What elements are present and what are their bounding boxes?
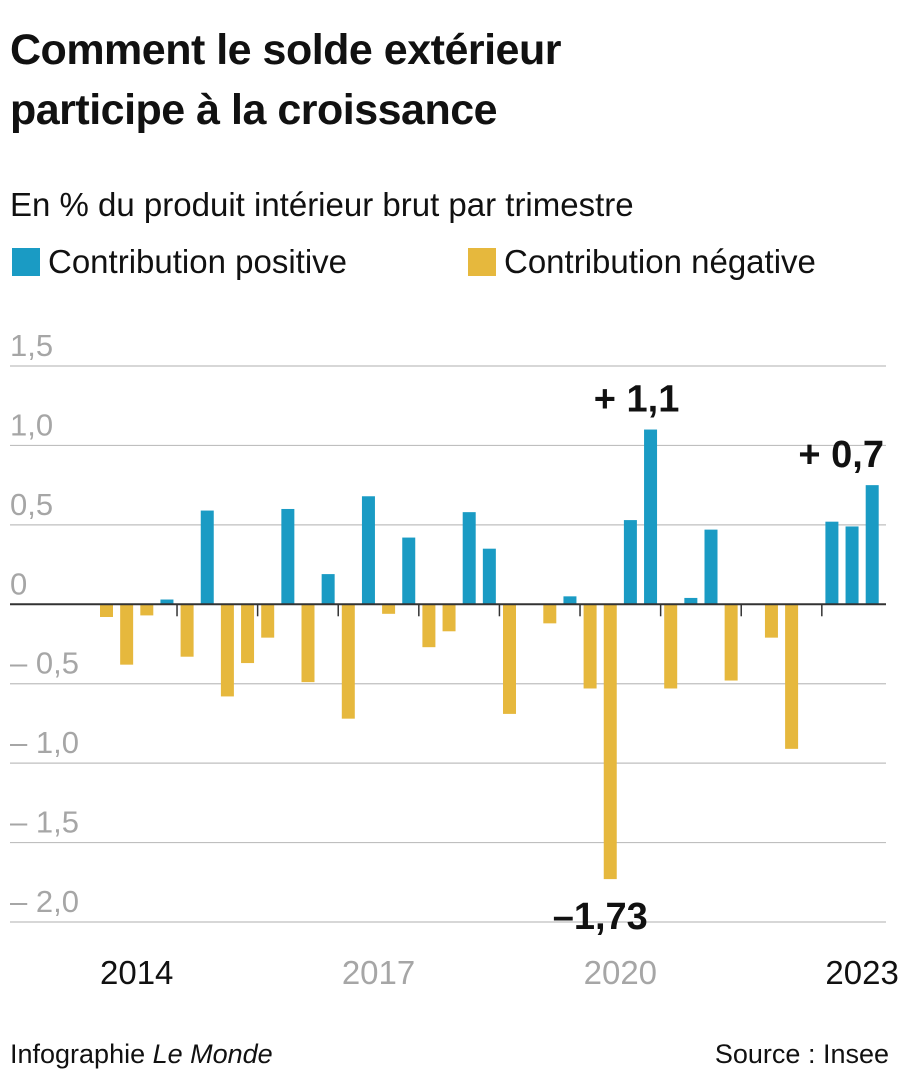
bar-positive [825,521,839,605]
y-tick-label: – 1,5 [10,805,79,840]
x-year-label: 2017 [342,954,415,991]
axis-layer [10,603,886,617]
bar-negative [140,604,154,616]
value-annotation: –1,73 [553,896,648,938]
bar-positive [563,596,577,605]
bar-positive [865,485,879,605]
bar-negative [341,604,355,719]
bar-positive [160,599,174,605]
bar-negative [583,604,597,689]
bar-positive [644,429,658,605]
legend-label-positive: Contribution positive [48,243,347,280]
bar-positive [321,574,335,605]
bar-positive [402,537,416,605]
bar-negative [382,604,396,614]
y-tick-label: 0,5 [10,487,53,522]
bar-positive [482,548,496,605]
bar-negative [764,604,778,638]
bar-negative [442,604,456,632]
credit-brand: Le Monde [152,1039,273,1069]
y-tick-label: – 1,0 [10,725,79,760]
legend-label-negative: Contribution négative [504,243,816,280]
y-tick-label: – 2,0 [10,884,79,919]
x-year-label: 2023 [825,954,898,991]
chart-subtitle: En % du produit intérieur brut par trime… [10,186,634,223]
legend-swatch-positive [12,248,40,276]
bar-negative [261,604,275,638]
bar-negative [301,604,315,683]
bar-negative [543,604,557,624]
chart-title-line-1: Comment le solde extérieur [10,26,561,74]
label-layer: 1,5 1,0 0,5 0 – 0,5 – 1,0 – 1,5 – 2,0 2014 2017 20… [10,328,899,991]
bar-negative [785,604,799,749]
bar-positive [684,597,698,605]
legend-swatch-negative [468,248,496,276]
chart-title-line-2: participe à la croissance [10,86,498,134]
bar-negative [220,604,234,697]
y-tick-label: – 0,5 [10,646,79,681]
y-tick-label: 0 [10,566,27,601]
bar-layer [100,429,879,880]
x-year-label: 2020 [584,954,657,991]
y-tick-label: 1,0 [10,407,53,442]
credit-prefix: Infographie [10,1039,153,1069]
value-annotation: + 0,7 [798,434,884,476]
bar-negative [664,604,678,689]
bar-negative [100,604,113,617]
bar-positive [845,526,859,605]
bar-negative [241,604,255,664]
legend-item-positive: Contribution positive [12,240,347,284]
value-annotation: + 1,1 [594,379,680,421]
y-tick-label: 1,5 [10,328,53,363]
chart-title: Comment le solde extérieur participe à l… [10,20,890,140]
source: Source : Insee [714,1039,889,1069]
bar-negative [603,604,617,880]
bar-positive [462,512,476,605]
bar-negative [422,604,436,648]
bar-positive [281,508,295,605]
bar-negative [503,604,516,714]
legend-item-negative: Contribution négative [468,240,816,284]
bar-positive [623,520,637,605]
credit: Infographie Le Monde [10,1036,273,1072]
bar-positive [704,529,718,605]
legend: Contribution positive Contribution négat… [0,240,901,284]
grid-layer [10,365,886,923]
bar-negative [180,604,194,657]
bar-positive [200,510,214,605]
bar-negative [120,604,134,665]
x-year-label: 2014 [100,954,173,991]
bar-positive [361,496,375,605]
bar-chart: 1,5 1,0 0,5 0 – 0,5 – 1,0 – 1,5 – 2,0 2014 2017 20… [10,328,899,991]
bar-negative [724,604,738,681]
